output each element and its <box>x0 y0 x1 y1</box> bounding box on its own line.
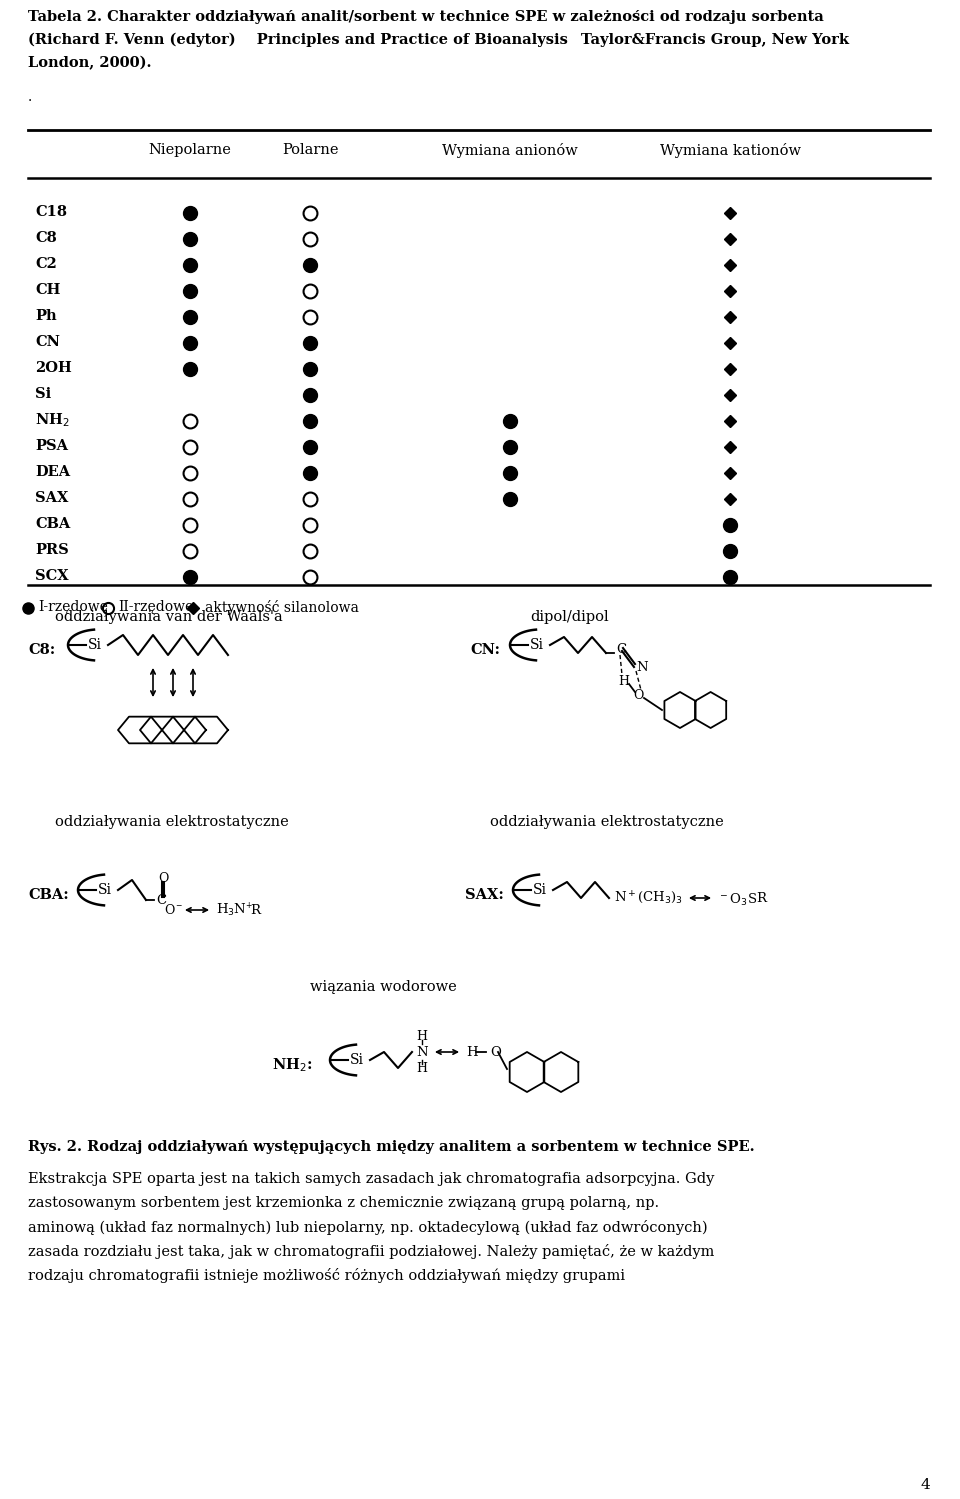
Text: Si: Si <box>530 639 544 652</box>
Text: Si: Si <box>88 639 102 652</box>
Text: Niepolarne: Niepolarne <box>149 142 231 157</box>
Text: Si: Si <box>350 1052 364 1067</box>
Text: H: H <box>618 675 630 688</box>
Text: 2OH: 2OH <box>35 361 72 375</box>
Text: Polarne: Polarne <box>281 142 338 157</box>
Text: Tabela 2. Charakter oddziaływań analit/sorbent w technice SPE w zależności od ro: Tabela 2. Charakter oddziaływań analit/s… <box>28 10 824 24</box>
Text: oddziaływania van der Waals'a: oddziaływania van der Waals'a <box>55 610 283 624</box>
Text: oddziaływania elektrostatyczne: oddziaływania elektrostatyczne <box>490 815 724 829</box>
Text: rodzaju chromatografii istnieje możliwość różnych oddziaływań między grupami: rodzaju chromatografii istnieje możliwoś… <box>28 1268 625 1283</box>
Text: H$_3$N: H$_3$N <box>216 902 247 917</box>
Text: CN:: CN: <box>470 643 500 657</box>
Text: SAX:: SAX: <box>465 887 504 902</box>
Text: Ph: Ph <box>35 309 57 322</box>
Text: Si: Si <box>533 883 547 896</box>
Text: SAX: SAX <box>35 492 68 505</box>
Text: wiązania wodorowe: wiązania wodorowe <box>310 980 457 994</box>
Text: NH$_2$:: NH$_2$: <box>272 1057 312 1073</box>
Text: H: H <box>417 1030 427 1042</box>
Text: CBA:: CBA: <box>28 887 69 902</box>
Text: Ekstrakcja SPE oparta jest na takich samych zasadach jak chromatografia adsorpcy: Ekstrakcja SPE oparta jest na takich sam… <box>28 1172 714 1186</box>
Text: Si: Si <box>35 387 51 402</box>
Text: $^+$: $^+$ <box>244 901 253 911</box>
Text: C2: C2 <box>35 256 57 271</box>
Text: aminową (układ faz normalnych) lub niepolarny, np. oktadecylową (układ faz odwró: aminową (układ faz normalnych) lub niepo… <box>28 1220 708 1235</box>
Text: dipol/dipol: dipol/dipol <box>530 610 609 624</box>
Text: $^-$O$_3$S: $^-$O$_3$S <box>718 892 757 908</box>
Text: $^-$: $^-$ <box>174 902 183 913</box>
Text: aktywność silanolowa: aktywność silanolowa <box>205 600 359 615</box>
Text: Rys. 2. Rodzaj oddziaływań występujących między analitem a sorbentem w technice : Rys. 2. Rodzaj oddziaływań występujących… <box>28 1141 755 1154</box>
Text: I-rzędowe: I-rzędowe <box>38 600 108 615</box>
Text: CN: CN <box>35 334 60 349</box>
Text: 4: 4 <box>921 1478 930 1492</box>
Text: Wymiana kationów: Wymiana kationów <box>660 142 801 157</box>
Text: CBA: CBA <box>35 517 70 531</box>
Text: O: O <box>157 871 168 884</box>
Text: SCX: SCX <box>35 570 68 583</box>
Text: oddziaływania elektrostatyczne: oddziaływania elektrostatyczne <box>55 815 289 829</box>
Text: .: . <box>28 90 33 103</box>
Text: C8:: C8: <box>28 643 56 657</box>
Text: N$^+$(CH$_3$)$_3$: N$^+$(CH$_3$)$_3$ <box>614 890 684 907</box>
Text: C: C <box>616 643 626 655</box>
Text: (Richard F. Venn (edytor)     Principles and Practice of Bioanalysis   Taylor&Fr: (Richard F. Venn (edytor) Principles and… <box>28 33 849 48</box>
Text: II-rzędowe: II-rzędowe <box>118 600 193 615</box>
Text: Wymiana anionów: Wymiana anionów <box>443 142 578 157</box>
Text: PRS: PRS <box>35 543 69 558</box>
Text: C8: C8 <box>35 231 57 244</box>
Text: NH$_2$: NH$_2$ <box>35 411 70 429</box>
Text: N: N <box>417 1045 428 1058</box>
Text: CH: CH <box>35 283 60 297</box>
Text: C: C <box>156 893 166 907</box>
Text: London, 2000).: London, 2000). <box>28 55 152 70</box>
Text: zastosowanym sorbentem jest krzemionka z chemicznie związaną grupą polarną, np.: zastosowanym sorbentem jest krzemionka z… <box>28 1196 660 1210</box>
Text: R: R <box>250 904 260 916</box>
Text: Si: Si <box>98 883 112 896</box>
Text: PSA: PSA <box>35 439 68 453</box>
Text: C18: C18 <box>35 205 67 219</box>
Text: O: O <box>490 1045 501 1058</box>
Text: O: O <box>164 904 175 916</box>
Text: zasada rozdziału jest taka, jak w chromatografii podziałowej. Należy pamiętać, ż: zasada rozdziału jest taka, jak w chroma… <box>28 1244 714 1259</box>
Text: N: N <box>636 661 648 673</box>
Text: O: O <box>633 688 643 702</box>
Text: H: H <box>466 1045 478 1058</box>
Text: H: H <box>417 1061 427 1075</box>
Text: DEA: DEA <box>35 465 70 480</box>
Text: R: R <box>756 892 766 904</box>
